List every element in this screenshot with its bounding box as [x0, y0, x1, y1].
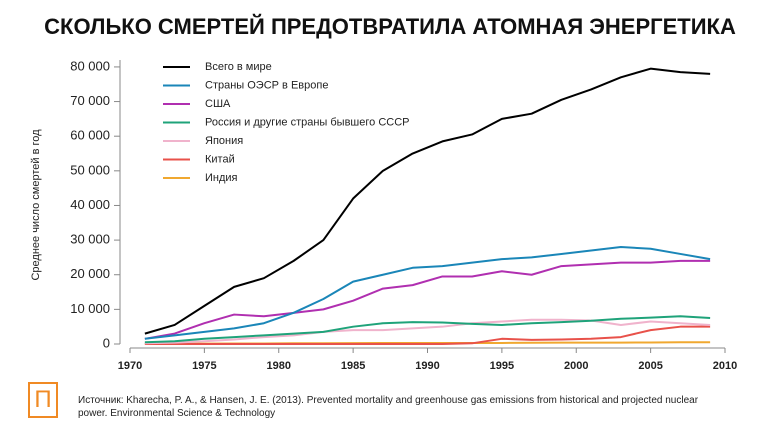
source-note: Источник: Kharecha, P. A., & Hansen, J. …: [78, 395, 699, 419]
x-tick-label: 2010: [713, 360, 737, 372]
y-tick-label: 70 000: [70, 93, 110, 108]
y-tick-label: 0: [103, 335, 110, 350]
legend-label: США: [205, 98, 231, 110]
legend-label: Япония: [205, 135, 243, 147]
x-tick-label: 1975: [192, 360, 216, 372]
series-line: [144, 259, 711, 340]
x-tick-label: 1985: [341, 360, 365, 372]
y-tick-label: 20 000: [70, 266, 110, 281]
x-tick-label: 2005: [638, 360, 662, 372]
series-line: [144, 325, 711, 345]
y-axis-label: Среднее число смертей в год: [30, 129, 42, 281]
series-line: [144, 315, 711, 344]
y-tick-label: 10 000: [70, 301, 110, 316]
y-tick-label: 60 000: [70, 128, 110, 143]
series-line: [144, 246, 711, 340]
series-line: [144, 67, 711, 335]
legend-label: Китай: [205, 153, 235, 165]
legend-label: Всего в мире: [205, 61, 272, 73]
legend-label: Россия и другие страны бывшего СССР: [205, 116, 410, 128]
legend-label: Индия: [205, 172, 238, 184]
chart-title: СКОЛЬКО СМЕРТЕЙ ПРЕДОТВРАТИЛА АТОМНАЯ ЭН…: [44, 14, 736, 39]
x-tick-label: 2000: [564, 360, 588, 372]
x-tick-label: 1980: [267, 360, 291, 372]
x-tick-label: 1990: [415, 360, 439, 372]
logo: П: [28, 382, 58, 418]
y-tick-label: 40 000: [70, 197, 110, 212]
y-tick-label: 50 000: [70, 162, 110, 177]
x-tick-label: 1995: [490, 360, 514, 372]
y-tick-label: 30 000: [70, 232, 110, 247]
series-line: [144, 318, 711, 345]
y-tick-label: 80 000: [70, 58, 110, 73]
legend-label: Страны ОЭСР в Европе: [205, 79, 328, 91]
x-tick-label: 1970: [118, 360, 142, 372]
